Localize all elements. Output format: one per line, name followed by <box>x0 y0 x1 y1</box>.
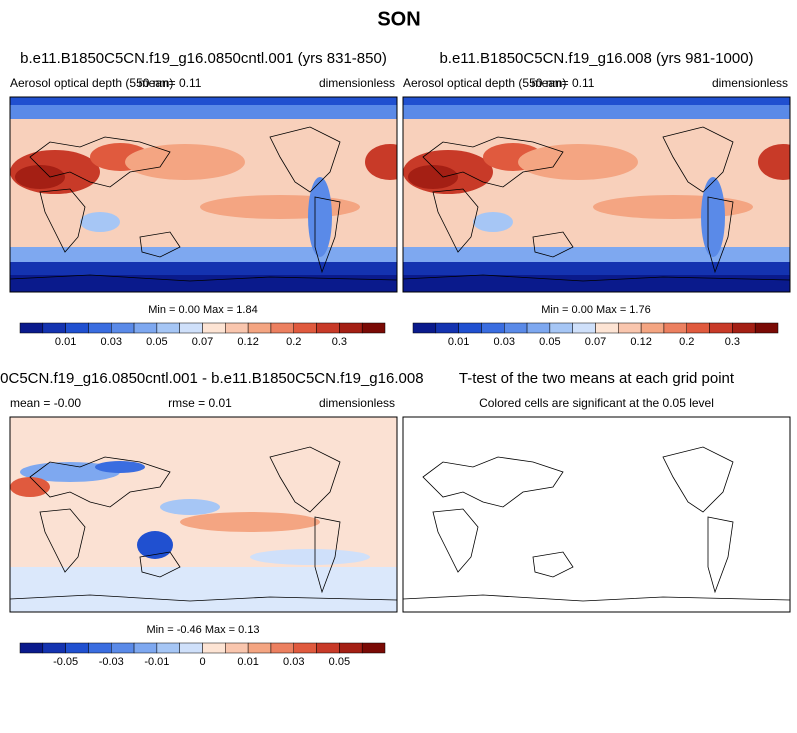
colorbar-label: 0.05 <box>146 336 167 348</box>
colorbar-swatch <box>361 322 386 334</box>
map <box>9 96 398 293</box>
colorbar-swatch <box>435 322 459 334</box>
colorbar-swatch <box>549 322 573 334</box>
colorbar-swatch <box>526 322 551 334</box>
colorbar-swatch <box>202 642 226 654</box>
colorbar-swatch <box>225 642 249 654</box>
colorbar-label: 0.05 <box>329 656 350 668</box>
colorbar-swatch <box>361 642 386 654</box>
colorbar-swatch <box>754 322 779 334</box>
panel-subtitle: Colored cells are significant at the 0.0… <box>479 396 714 410</box>
colorbar-swatch <box>572 322 596 334</box>
min-max: Min = 0.00 Max = 1.84 <box>148 304 257 316</box>
colorbar-swatch <box>133 642 158 654</box>
colorbar-swatch <box>111 642 135 654</box>
colorbar-swatch <box>270 322 294 334</box>
colorbar-swatch <box>133 322 158 334</box>
colorbar-swatch <box>156 322 180 334</box>
colorbar-swatch <box>640 322 665 334</box>
colorbar-label: 0.3 <box>725 336 740 348</box>
colorbar-swatch <box>225 322 249 334</box>
colorbar-swatch <box>316 642 340 654</box>
colorbar-swatch <box>339 322 363 334</box>
colorbar-label: 0.3 <box>332 336 347 348</box>
map <box>9 416 398 613</box>
colorbar-swatch <box>412 322 437 334</box>
panel-title: b.e11.B1850C5CN.f19_g16.0850cntl.001 (yr… <box>20 50 387 67</box>
colorbar-swatch <box>111 322 135 334</box>
colorbar-swatch <box>65 322 89 334</box>
center-label: rmse = 0.01 <box>168 396 232 410</box>
colorbar-swatch <box>179 322 203 334</box>
colorbar-swatch <box>504 322 528 334</box>
right-label: dimensionless <box>712 76 788 90</box>
colorbar-swatch <box>156 642 180 654</box>
colorbar-swatch <box>293 642 317 654</box>
colorbar-label: 0.12 <box>237 336 258 348</box>
right-label: dimensionless <box>319 76 395 90</box>
left-label: Aerosol optical depth (550 nm) <box>10 76 173 90</box>
colorbar-label: -0.03 <box>99 656 124 668</box>
figure-title: SON <box>377 8 420 30</box>
panel-title: T-test of the two means at each grid poi… <box>459 370 735 387</box>
left-label: Aerosol optical depth (550 nm) <box>403 76 566 90</box>
colorbar-swatch <box>19 322 44 334</box>
map <box>402 416 791 613</box>
colorbar-label: 0.07 <box>192 336 213 348</box>
colorbar-label: -0.05 <box>53 656 78 668</box>
colorbar-swatch <box>663 322 687 334</box>
colorbar-label: 0.01 <box>55 336 76 348</box>
colorbar-swatch <box>179 642 203 654</box>
colorbar-swatch <box>458 322 482 334</box>
colorbar-swatch <box>481 322 505 334</box>
min-max: Min = -0.46 Max = 0.13 <box>146 624 259 636</box>
colorbar-label: 0.2 <box>286 336 301 348</box>
colorbar-label: 0.03 <box>283 656 304 668</box>
colorbar-swatch <box>247 642 272 654</box>
colorbar-swatch <box>339 642 363 654</box>
colorbar-swatch <box>65 642 89 654</box>
right-label: dimensionless <box>319 396 395 410</box>
colorbar-swatch <box>19 642 44 654</box>
min-max: Min = 0.00 Max = 1.76 <box>541 304 650 316</box>
colorbar-swatch <box>247 322 272 334</box>
colorbar-label: 0.01 <box>237 656 258 668</box>
colorbar-swatch <box>42 322 66 334</box>
colorbar-label: 0.2 <box>679 336 694 348</box>
colorbar-swatch <box>42 642 66 654</box>
left-label: mean = -0.00 <box>10 396 81 410</box>
colorbar-label: 0.07 <box>585 336 606 348</box>
colorbar-label: 0 <box>199 656 205 668</box>
colorbar-label: 0.01 <box>448 336 469 348</box>
center-label: mean= 0.11 <box>139 76 202 90</box>
panel-title: 850C5CN.f19_g16.0850cntl.001 - b.e11.B18… <box>0 370 424 387</box>
colorbar-label: 0.12 <box>630 336 651 348</box>
panel-title: b.e11.B1850C5CN.f19_g16.008 (yrs 981-100… <box>439 50 753 67</box>
colorbar-swatch <box>316 322 340 334</box>
colorbar-swatch <box>732 322 756 334</box>
colorbar-swatch <box>595 322 619 334</box>
colorbar-swatch <box>270 642 294 654</box>
colorbar-swatch <box>618 322 642 334</box>
colorbar-swatch <box>88 642 112 654</box>
colorbar-swatch <box>293 322 317 334</box>
colorbar-label: 0.05 <box>539 336 560 348</box>
colorbar-swatch <box>88 322 112 334</box>
colorbar-swatch <box>686 322 710 334</box>
colorbar-label: 0.03 <box>494 336 515 348</box>
colorbar-swatch <box>202 322 226 334</box>
center-label: mean= 0.11 <box>532 76 595 90</box>
colorbar-label: 0.03 <box>101 336 122 348</box>
map <box>402 96 791 293</box>
colorbar-label: -0.01 <box>144 656 169 668</box>
colorbar-swatch <box>709 322 733 334</box>
